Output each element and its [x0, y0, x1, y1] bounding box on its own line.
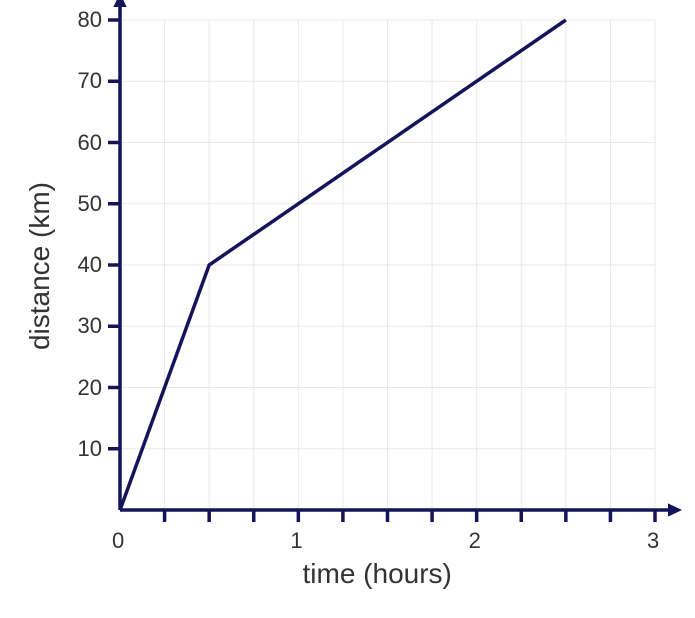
- x-tick-label: 2: [469, 528, 481, 554]
- y-tick-label: 60: [78, 130, 102, 156]
- x-tick-label: 1: [290, 528, 302, 554]
- y-axis-label: distance (km): [24, 176, 56, 356]
- y-tick-label: 50: [78, 191, 102, 217]
- y-tick-label: 20: [78, 375, 102, 401]
- y-tick-label: 40: [78, 252, 102, 278]
- distance-time-chart: 10 20 30 40 50 60 70 80 0 1 2 3 distance (km) time (h…: [0, 0, 695, 618]
- x-axis-label: time (hours): [303, 558, 452, 590]
- x-tick-label: 3: [647, 528, 659, 554]
- y-tick-label: 10: [78, 436, 102, 462]
- x-tick-label: 0: [112, 528, 124, 554]
- chart-svg: [0, 0, 695, 618]
- y-tick-label: 70: [78, 68, 102, 94]
- y-tick-label: 30: [78, 313, 102, 339]
- y-tick-label: 80: [78, 7, 102, 33]
